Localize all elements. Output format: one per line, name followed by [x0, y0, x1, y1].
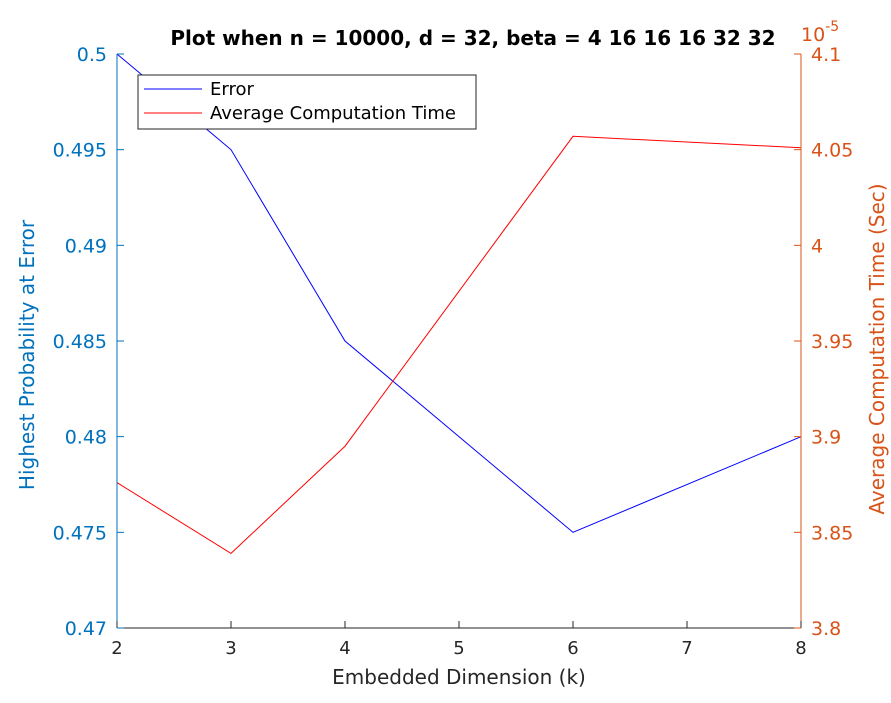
legend: Error Average Computation Time	[137, 74, 477, 130]
right-axis-exponent: 10-5	[801, 19, 839, 46]
x-tick-label: 7	[681, 638, 692, 659]
x-tick-label: 5	[453, 638, 464, 659]
y-right-tick-label: 3.95	[811, 331, 853, 353]
y-right-tick-label: 4.05	[811, 140, 853, 162]
x-tick-label: 8	[795, 638, 806, 659]
x-tick-label: 6	[567, 638, 578, 659]
y-right-tick-label: 4	[811, 235, 823, 257]
axes-layer: 2 3 4 5 6 7 8 0.47 0.475 0.48 0.485 0.49 0.495 0.5 3.8…	[53, 44, 854, 659]
legend-box	[137, 74, 477, 130]
y-left-tick-label: 0.49	[65, 235, 107, 257]
y-axis-right-label: Average Computation Time (Sec)	[865, 183, 889, 514]
y-right-tick-label: 3.85	[811, 522, 853, 544]
exponent-base: 10	[801, 24, 825, 46]
x-tick-label: 4	[339, 638, 350, 659]
x-axis-label: Embedded Dimension (k)	[332, 665, 586, 689]
y-left-tick-label: 0.5	[77, 44, 107, 66]
svg-text:10-5: 10-5	[801, 19, 839, 46]
x-tick-label: 2	[111, 638, 122, 659]
y-left-tick-label: 0.475	[53, 522, 107, 544]
y-left-tick-label: 0.48	[65, 427, 107, 449]
y-right-tick-label: 3.8	[811, 618, 841, 640]
y-right-tick-label: 3.9	[811, 427, 841, 449]
x-tick-label: 3	[225, 638, 236, 659]
series-line-2	[116, 135, 802, 555]
y-left-tick-label: 0.485	[53, 331, 107, 353]
exponent-power: -5	[825, 19, 839, 35]
chart-title: Plot when n = 10000, d = 32, beta = 4 16…	[170, 26, 775, 50]
legend-entry-label: Error	[210, 79, 254, 100]
y-axis-left-label: Highest Probability at Error	[15, 219, 39, 490]
y-left-tick-label: 0.47	[65, 618, 107, 640]
y-left-tick-label: 0.495	[53, 140, 107, 162]
legend-entry-label: Average Computation Time	[210, 103, 456, 124]
y-right-tick-label: 4.1	[811, 44, 841, 66]
